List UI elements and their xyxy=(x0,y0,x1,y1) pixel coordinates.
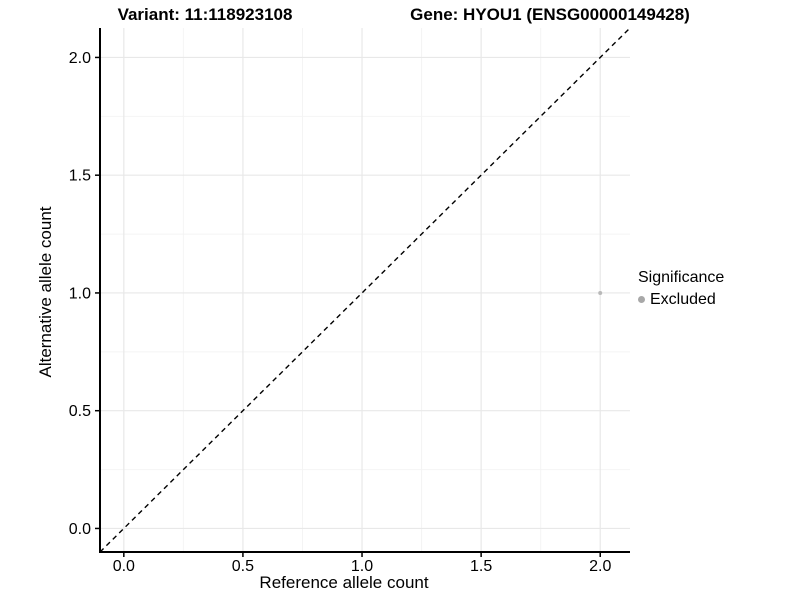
identity-reference-line xyxy=(99,27,631,553)
y-tick-label: 0.0 xyxy=(69,521,91,538)
y-tick-label: 1.0 xyxy=(69,285,91,302)
legend-item-excluded: Excluded xyxy=(638,290,724,309)
point-icon xyxy=(638,296,645,303)
y-tick-label: 2.0 xyxy=(69,50,91,67)
y-tick-label: 0.5 xyxy=(69,403,91,420)
x-tick-label: 1.0 xyxy=(351,558,373,575)
x-tick-label: 1.5 xyxy=(470,558,492,575)
plot-title-variant: Variant: 11:118923108 xyxy=(117,5,293,24)
legend-title: Significance xyxy=(638,269,725,286)
x-tick-label: 2.0 xyxy=(589,558,611,575)
y-tick-label: 1.5 xyxy=(69,168,91,185)
legend-item-label: Excluded xyxy=(650,290,716,308)
data-point xyxy=(598,290,603,295)
x-axis-title: Reference allele count xyxy=(259,573,429,592)
x-tick-label: 0.5 xyxy=(232,558,254,575)
y-axis-title: Alternative allele count xyxy=(36,206,55,378)
legend: Significance Excluded xyxy=(638,268,724,309)
x-tick-label: 0.0 xyxy=(113,558,135,575)
plot-title-gene: Gene: HYOU1 (ENSG00000149428) xyxy=(410,5,690,24)
